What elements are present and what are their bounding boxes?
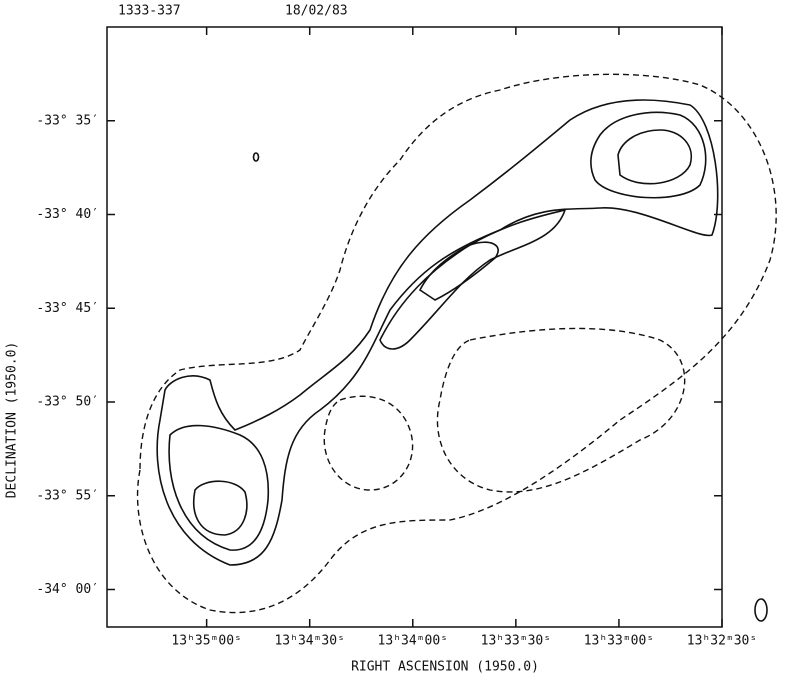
dashed-contour [436, 327, 686, 493]
x-tick-label: 13ʰ32ᵐ30ˢ [687, 634, 757, 649]
y-tick-label: -34° 00′ [36, 582, 99, 597]
contour [617, 129, 693, 185]
contour [379, 208, 567, 350]
x-tick-label: 13ʰ34ᵐ00ˢ [378, 634, 448, 649]
y-tick-label: -33° 40′ [36, 207, 99, 222]
contour [156, 99, 719, 566]
date: 18/02/83 [285, 4, 348, 19]
y-tick-label: -33° 50′ [36, 395, 99, 410]
contour [418, 241, 499, 301]
y-tick-label: -33° 55′ [36, 488, 99, 503]
dashed-contour [323, 395, 414, 491]
small-contour [252, 152, 260, 162]
dashed-contour [136, 73, 777, 614]
plot-frame [106, 26, 723, 628]
y-axis-label: DECLINATION (1950.0) [5, 342, 20, 499]
beam [754, 598, 768, 622]
source-name: 1333-337 [118, 4, 181, 19]
y-tick-label: -33° 45′ [36, 301, 99, 316]
x-tick-label: 13ʰ34ᵐ30ˢ [274, 634, 344, 649]
x-tick-label: 13ʰ35ᵐ00ˢ [171, 634, 241, 649]
contour [193, 480, 248, 536]
x-axis-label: RIGHT ASCENSION (1950.0) [351, 660, 539, 675]
contours [136, 73, 777, 622]
x-tick-label: 13ʰ33ᵐ30ˢ [481, 634, 551, 649]
contour [590, 111, 707, 199]
y-tick-label: -33° 35′ [36, 113, 99, 128]
contour [168, 424, 270, 551]
x-tick-label: 13ʰ33ᵐ00ˢ [584, 634, 654, 649]
